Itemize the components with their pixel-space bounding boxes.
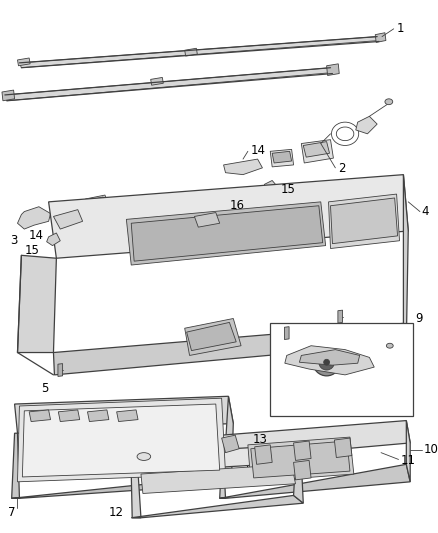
Polygon shape (47, 233, 60, 246)
Ellipse shape (137, 453, 151, 461)
Polygon shape (272, 151, 292, 163)
Polygon shape (58, 364, 63, 376)
Polygon shape (406, 421, 410, 482)
Polygon shape (222, 421, 410, 459)
Text: 10: 10 (424, 443, 438, 456)
Polygon shape (212, 194, 230, 208)
Ellipse shape (385, 99, 393, 104)
Polygon shape (265, 181, 278, 192)
Polygon shape (403, 175, 408, 343)
Polygon shape (2, 90, 14, 101)
Polygon shape (141, 464, 296, 494)
Polygon shape (12, 433, 19, 498)
Polygon shape (356, 116, 377, 134)
Text: 8: 8 (245, 463, 252, 475)
Polygon shape (131, 472, 141, 518)
Text: 15: 15 (24, 244, 39, 257)
Polygon shape (151, 77, 163, 85)
Polygon shape (254, 445, 272, 464)
Polygon shape (29, 410, 50, 422)
Circle shape (313, 349, 340, 376)
Polygon shape (5, 68, 332, 101)
Polygon shape (185, 319, 241, 356)
Text: 17: 17 (222, 217, 237, 230)
Text: 1: 1 (396, 22, 404, 35)
Text: 5: 5 (297, 343, 305, 356)
Polygon shape (18, 398, 226, 482)
Polygon shape (185, 49, 198, 56)
Bar (270, 324, 413, 416)
Polygon shape (251, 441, 350, 478)
Polygon shape (334, 438, 352, 457)
Ellipse shape (133, 450, 155, 463)
Circle shape (324, 359, 329, 365)
Text: 14: 14 (29, 229, 44, 243)
Polygon shape (131, 495, 303, 518)
Polygon shape (375, 33, 386, 43)
Text: 14: 14 (251, 144, 266, 157)
Text: 9: 9 (415, 312, 423, 325)
Polygon shape (338, 310, 343, 323)
Polygon shape (88, 197, 106, 208)
Polygon shape (285, 346, 374, 375)
Polygon shape (284, 327, 289, 340)
Polygon shape (85, 195, 109, 212)
Text: 2: 2 (338, 163, 346, 175)
Text: 12: 12 (109, 506, 124, 520)
Polygon shape (328, 194, 399, 248)
Ellipse shape (386, 343, 393, 348)
Text: 4: 4 (422, 205, 429, 218)
Polygon shape (331, 198, 398, 244)
Polygon shape (293, 445, 303, 503)
Polygon shape (301, 140, 333, 163)
Text: 11: 11 (400, 454, 416, 467)
Polygon shape (53, 324, 406, 375)
Text: 16: 16 (230, 199, 244, 212)
Polygon shape (222, 435, 239, 453)
Polygon shape (270, 149, 293, 167)
Polygon shape (49, 175, 408, 258)
Text: 15: 15 (281, 183, 296, 196)
Polygon shape (220, 464, 410, 498)
Polygon shape (88, 410, 109, 422)
Polygon shape (18, 207, 50, 229)
Polygon shape (18, 58, 30, 66)
Text: 13: 13 (253, 433, 268, 446)
Polygon shape (223, 396, 233, 484)
Polygon shape (117, 410, 138, 422)
Polygon shape (22, 404, 220, 477)
Polygon shape (300, 350, 360, 365)
Polygon shape (293, 441, 311, 461)
Polygon shape (303, 142, 329, 157)
Polygon shape (19, 37, 379, 68)
Polygon shape (53, 209, 83, 229)
Text: 7: 7 (8, 506, 15, 520)
Polygon shape (327, 64, 339, 76)
Text: 3: 3 (10, 234, 17, 247)
Polygon shape (194, 213, 220, 227)
Polygon shape (58, 410, 80, 422)
Polygon shape (12, 476, 231, 498)
Polygon shape (18, 255, 57, 352)
Polygon shape (293, 461, 311, 480)
Polygon shape (248, 437, 354, 482)
Polygon shape (134, 445, 301, 472)
Polygon shape (14, 396, 233, 433)
Text: 6: 6 (364, 364, 371, 376)
Polygon shape (127, 202, 325, 265)
Text: 5: 5 (41, 382, 48, 395)
Polygon shape (131, 206, 323, 261)
Polygon shape (223, 159, 262, 175)
Circle shape (319, 354, 334, 370)
Polygon shape (187, 322, 236, 351)
Polygon shape (220, 459, 226, 498)
